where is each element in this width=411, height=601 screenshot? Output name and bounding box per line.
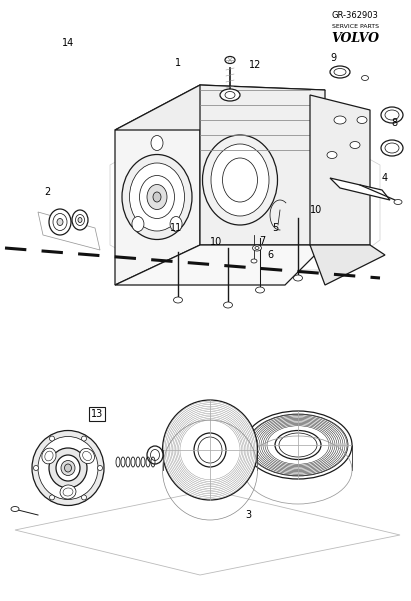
Ellipse shape	[11, 507, 19, 511]
Ellipse shape	[60, 485, 76, 499]
Polygon shape	[110, 140, 380, 270]
Text: GR-362903: GR-362903	[332, 11, 379, 20]
Ellipse shape	[80, 448, 95, 463]
Ellipse shape	[173, 297, 182, 303]
Ellipse shape	[334, 116, 346, 124]
Polygon shape	[310, 95, 370, 245]
Ellipse shape	[357, 117, 367, 123]
Ellipse shape	[49, 436, 55, 441]
Ellipse shape	[63, 488, 73, 496]
Ellipse shape	[198, 437, 222, 463]
Polygon shape	[330, 178, 390, 200]
Ellipse shape	[153, 192, 161, 202]
Ellipse shape	[334, 69, 346, 76]
Ellipse shape	[275, 430, 321, 460]
Ellipse shape	[252, 245, 261, 251]
Text: 9: 9	[330, 53, 336, 63]
Ellipse shape	[49, 448, 87, 488]
Ellipse shape	[293, 275, 302, 281]
Ellipse shape	[65, 464, 72, 472]
Ellipse shape	[139, 175, 175, 219]
Ellipse shape	[330, 66, 350, 78]
Ellipse shape	[381, 107, 403, 123]
Ellipse shape	[170, 216, 182, 231]
Ellipse shape	[53, 213, 67, 231]
Ellipse shape	[81, 495, 86, 500]
Ellipse shape	[83, 451, 92, 460]
Ellipse shape	[81, 436, 86, 441]
Text: 12: 12	[249, 60, 261, 70]
Text: 1: 1	[175, 58, 181, 68]
Text: 4: 4	[382, 173, 388, 183]
Ellipse shape	[211, 144, 269, 216]
Ellipse shape	[42, 448, 56, 464]
Text: 8: 8	[391, 118, 397, 128]
Ellipse shape	[132, 216, 144, 231]
Text: 11: 11	[170, 223, 182, 233]
Text: 7: 7	[259, 236, 265, 246]
Ellipse shape	[56, 455, 80, 481]
Ellipse shape	[222, 158, 258, 202]
Ellipse shape	[203, 135, 277, 225]
Text: 10: 10	[210, 237, 222, 247]
Ellipse shape	[49, 209, 71, 235]
Ellipse shape	[327, 151, 337, 159]
Ellipse shape	[49, 495, 55, 500]
Ellipse shape	[248, 414, 348, 476]
Text: 2: 2	[44, 187, 50, 197]
Ellipse shape	[147, 185, 167, 210]
Text: 5: 5	[272, 223, 278, 233]
Ellipse shape	[38, 436, 98, 499]
Text: 13: 13	[91, 409, 103, 419]
Ellipse shape	[225, 91, 235, 99]
Text: 3: 3	[245, 510, 251, 520]
Ellipse shape	[45, 451, 53, 461]
Ellipse shape	[255, 246, 259, 249]
Ellipse shape	[76, 215, 85, 225]
Text: SERVICE PARTS: SERVICE PARTS	[332, 23, 379, 28]
Ellipse shape	[251, 259, 257, 263]
Ellipse shape	[279, 433, 317, 457]
Polygon shape	[115, 85, 325, 130]
Ellipse shape	[61, 460, 75, 475]
Polygon shape	[115, 245, 325, 285]
Ellipse shape	[350, 141, 360, 148]
Ellipse shape	[394, 200, 402, 204]
Ellipse shape	[32, 430, 104, 505]
Ellipse shape	[385, 143, 399, 153]
Ellipse shape	[129, 163, 185, 231]
Text: 14: 14	[62, 38, 74, 48]
Ellipse shape	[194, 433, 226, 467]
Ellipse shape	[244, 411, 352, 479]
Ellipse shape	[220, 89, 240, 101]
Text: VOLVO: VOLVO	[331, 31, 379, 44]
Ellipse shape	[151, 135, 163, 150]
Polygon shape	[200, 85, 325, 245]
Ellipse shape	[225, 56, 235, 64]
Ellipse shape	[122, 154, 192, 240]
Polygon shape	[38, 212, 100, 250]
Polygon shape	[15, 490, 400, 575]
Ellipse shape	[72, 210, 88, 230]
Text: 10: 10	[310, 205, 322, 215]
Ellipse shape	[224, 302, 233, 308]
Ellipse shape	[57, 219, 63, 225]
Ellipse shape	[256, 287, 265, 293]
Text: 6: 6	[267, 250, 273, 260]
Ellipse shape	[147, 446, 163, 464]
Ellipse shape	[150, 450, 159, 460]
Ellipse shape	[385, 110, 399, 120]
Ellipse shape	[78, 218, 82, 222]
Ellipse shape	[97, 466, 102, 471]
Ellipse shape	[34, 466, 39, 471]
Ellipse shape	[381, 140, 403, 156]
Polygon shape	[310, 245, 385, 285]
Ellipse shape	[362, 76, 369, 81]
Polygon shape	[115, 85, 200, 285]
Ellipse shape	[162, 400, 258, 500]
